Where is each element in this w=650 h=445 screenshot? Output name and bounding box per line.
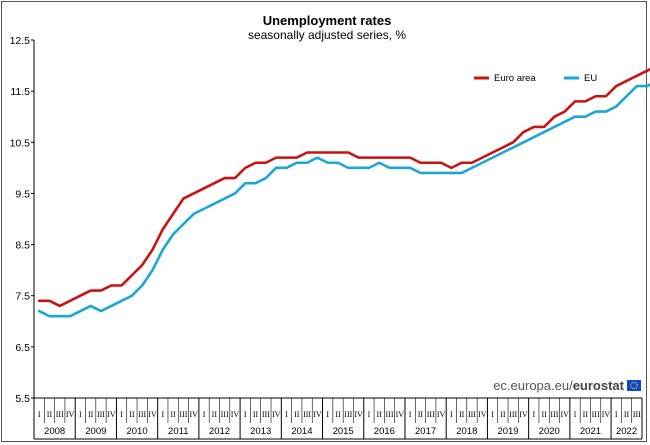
- quarter-label: III: [633, 410, 641, 419]
- y-tick-label: 7.5: [15, 291, 30, 303]
- year-label: 2022: [616, 426, 637, 437]
- quarter-label: IV: [396, 410, 405, 419]
- quarter-label: II: [418, 410, 424, 419]
- quarter-label: II: [129, 410, 135, 419]
- series-lines: [37, 67, 650, 318]
- quarter-label: I: [161, 410, 164, 419]
- quarter-label: IV: [107, 410, 116, 419]
- quarter-label: II: [459, 410, 465, 419]
- quarter-label: I: [491, 410, 494, 419]
- quarter-label: II: [294, 410, 300, 419]
- quarter-label: II: [377, 410, 383, 419]
- quarter-label: IV: [478, 410, 487, 419]
- year-label: 2011: [168, 426, 188, 437]
- quarter-label: IV: [313, 410, 322, 419]
- year-label: 2016: [374, 426, 395, 437]
- quarter-label: I: [574, 410, 577, 419]
- quarter-label: IV: [66, 410, 75, 419]
- quarter-label: I: [409, 410, 412, 419]
- quarter-label: III: [592, 410, 600, 419]
- quarter-label: II: [583, 410, 589, 419]
- quarter-label: IV: [148, 410, 157, 419]
- quarter-label: III: [179, 410, 187, 419]
- chart-subtitle: seasonally adjusted series, %: [248, 28, 406, 42]
- quarter-label: I: [326, 410, 329, 419]
- quarter-label: II: [253, 410, 259, 419]
- year-label: 2008: [44, 426, 65, 437]
- quarter-label: IV: [354, 410, 363, 419]
- quarter-label: III: [509, 410, 517, 419]
- y-tick-label: 6.5: [15, 342, 30, 354]
- year-label: 2017: [415, 426, 436, 437]
- quarter-label: III: [138, 410, 146, 419]
- y-tick-label: 8.5: [15, 240, 30, 252]
- quarter-label: II: [500, 410, 506, 419]
- quarter-label: II: [541, 410, 547, 419]
- quarter-label: I: [532, 410, 535, 419]
- quarter-label: I: [79, 410, 82, 419]
- quarter-label: I: [615, 410, 618, 419]
- year-label: 2015: [333, 426, 354, 437]
- quarter-label: III: [221, 410, 229, 419]
- quarter-label: I: [285, 410, 288, 419]
- y-tick-label: 10.5: [10, 137, 31, 149]
- year-label: 2013: [250, 426, 271, 437]
- quarter-label: I: [38, 410, 41, 419]
- year-label: 2014: [291, 426, 312, 437]
- axes: 12.511.510.59.58.57.56.55.5I II III IV I II II…: [10, 35, 643, 440]
- series-line-eu: [37, 83, 650, 318]
- quarter-label: I: [244, 410, 247, 419]
- eu-flag-icon: [627, 380, 641, 391]
- source-credit: ec.europa.eu/eurostat: [493, 378, 641, 393]
- legend-label-euro-area: Euro area: [494, 73, 536, 84]
- quarter-label: IV: [231, 410, 240, 419]
- year-label: 2020: [539, 426, 560, 437]
- quarter-label: III: [97, 410, 105, 419]
- legend-label-eu: EU: [584, 73, 597, 84]
- quarter-label: II: [88, 410, 94, 419]
- quarter-label: III: [303, 410, 311, 419]
- y-tick-label: 11.5: [10, 86, 30, 98]
- quarter-label: III: [427, 410, 435, 419]
- quarter-label: II: [335, 410, 341, 419]
- source-text: ec.europa.eu/eurostat: [493, 378, 624, 393]
- year-label: 2012: [209, 426, 230, 437]
- quarter-label: III: [344, 410, 352, 419]
- quarter-label: II: [624, 410, 630, 419]
- quarter-label: I: [120, 410, 123, 419]
- source-brand: eurostat: [573, 378, 625, 393]
- year-label: 2018: [456, 426, 477, 437]
- quarter-label: II: [212, 410, 218, 419]
- quarter-label: III: [550, 410, 558, 419]
- quarter-label: II: [47, 410, 53, 419]
- quarter-label: I: [203, 410, 206, 419]
- quarter-label: III: [56, 410, 64, 419]
- legend: Euro area EU: [474, 73, 597, 84]
- quarter-label: IV: [190, 410, 199, 419]
- quarter-label: II: [170, 410, 176, 419]
- series-line-euro-area: [37, 67, 650, 308]
- chart-title: Unemployment rates: [263, 13, 392, 28]
- quarter-label: IV: [560, 410, 569, 419]
- quarter-label: I: [368, 410, 371, 419]
- quarter-label: I: [450, 410, 453, 419]
- y-tick-label: 9.5: [15, 188, 30, 200]
- year-label: 2021: [580, 426, 601, 437]
- year-label: 2019: [497, 426, 518, 437]
- quarter-label: IV: [272, 410, 281, 419]
- y-tick-label: 5.5: [15, 393, 30, 405]
- source-prefix: ec.europa.eu/: [493, 378, 573, 393]
- quarter-label: IV: [437, 410, 446, 419]
- year-label: 2009: [85, 426, 106, 437]
- year-label: 2010: [126, 426, 147, 437]
- quarter-label: III: [262, 410, 270, 419]
- quarter-label: III: [386, 410, 394, 419]
- quarter-label: IV: [519, 410, 528, 419]
- y-tick-label: 12.5: [10, 35, 31, 47]
- quarter-label: IV: [602, 410, 611, 419]
- quarter-label: III: [468, 410, 476, 419]
